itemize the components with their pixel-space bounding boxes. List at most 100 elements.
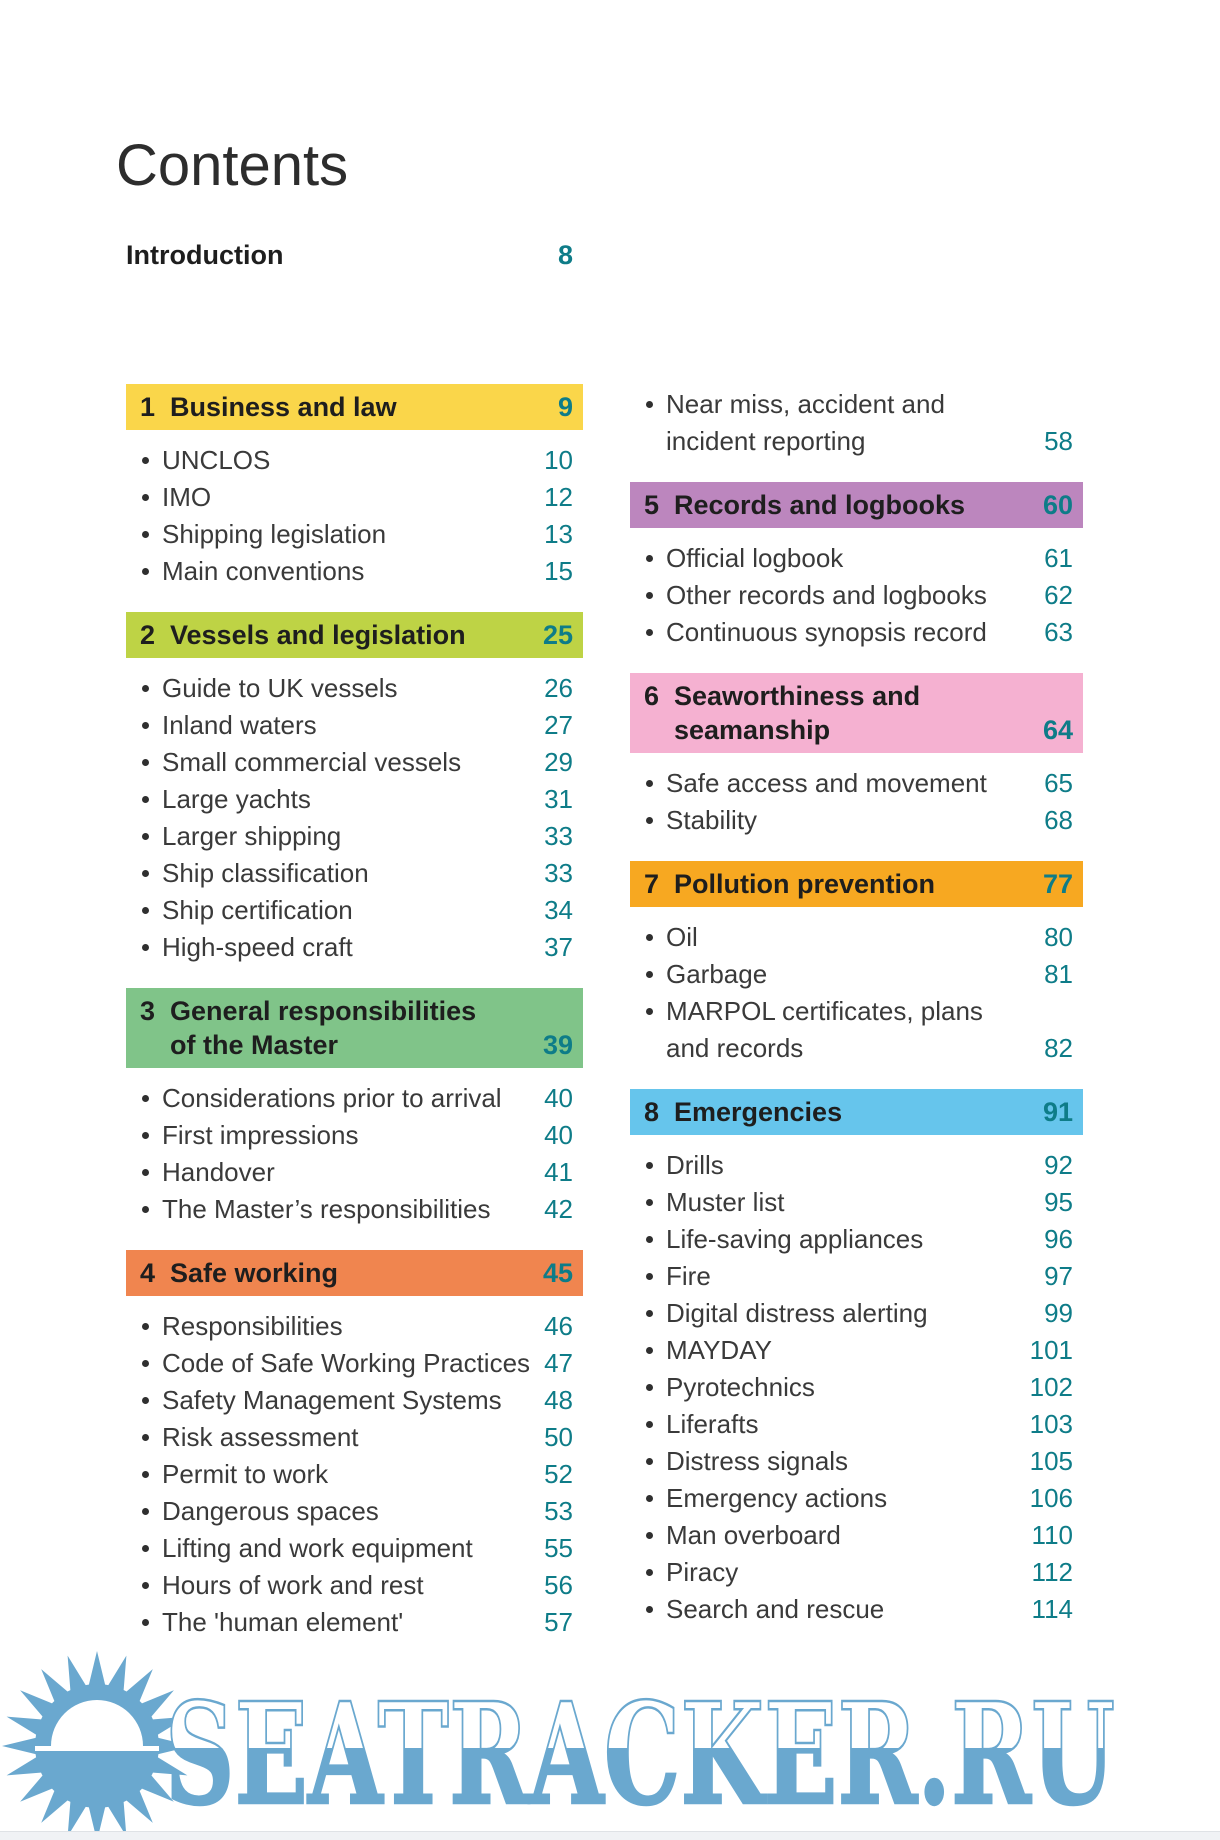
section-page-number: 25 xyxy=(542,619,573,650)
toc-item-page-number: 15 xyxy=(544,555,573,586)
section-items: Near miss, accident and incident reportin… xyxy=(630,386,1083,460)
bullet-icon xyxy=(142,943,149,951)
bullet-icon xyxy=(646,1161,653,1169)
bullet-icon xyxy=(646,1420,653,1428)
toc-item-page-number: 37 xyxy=(544,931,573,962)
toc-item: Main conventions 15 xyxy=(126,553,583,590)
bullet-icon xyxy=(142,1322,149,1330)
toc-item: UNCLOS 10 xyxy=(126,442,583,479)
toc-item-label: Other records and logbooks xyxy=(666,579,987,610)
toc-item-page-number: 57 xyxy=(544,1606,573,1637)
toc-item: Larger shipping 33 xyxy=(126,818,583,855)
toc-item: Fire 97 xyxy=(630,1258,1083,1295)
toc-item: Responsibilities 46 xyxy=(126,1308,583,1345)
bullet-icon xyxy=(142,1131,149,1139)
toc-item-label: Digital distress alerting xyxy=(666,1297,928,1328)
toc-item-label: High-speed craft xyxy=(162,931,353,962)
bullet-icon xyxy=(646,970,653,978)
section-title: General responsibilities of the Master xyxy=(170,995,477,1060)
toc-item-page-number: 101 xyxy=(1029,1334,1073,1365)
toc-item: Drills 92 xyxy=(630,1147,1083,1184)
section-header: 4 Safe working 45 xyxy=(126,1249,583,1296)
section-page-number: 60 xyxy=(1042,489,1073,520)
bullet-icon xyxy=(646,591,653,599)
bullet-icon xyxy=(142,1581,149,1589)
section-title: Seaworthiness and seamanship xyxy=(674,680,921,745)
toc-item-page-number: 41 xyxy=(544,1156,573,1187)
bullet-icon xyxy=(142,1094,149,1102)
toc-item-page-number: 26 xyxy=(544,672,573,703)
toc-item: Risk assessment 50 xyxy=(126,1419,583,1456)
toc-item-label: MARPOL certificates, plans and records xyxy=(666,995,983,1063)
bullet-icon xyxy=(142,721,149,729)
toc-item-label: Dangerous spaces xyxy=(162,1495,379,1526)
toc-item: Pyrotechnics 102 xyxy=(630,1369,1083,1406)
toc-item: Safety Management Systems 48 xyxy=(126,1382,583,1419)
toc-item-label: Liferafts xyxy=(666,1408,759,1439)
toc-item-label: Drills xyxy=(666,1149,724,1180)
bullet-icon xyxy=(142,1544,149,1552)
toc-item: Official logbook 61 xyxy=(630,540,1083,577)
toc-item-page-number: 42 xyxy=(544,1193,573,1224)
section-number: 4 xyxy=(140,1257,156,1288)
bullet-icon xyxy=(142,1205,149,1213)
bullet-icon xyxy=(646,1007,653,1015)
toc-item: Man overboard 110 xyxy=(630,1517,1083,1554)
toc-item-page-number: 102 xyxy=(1029,1371,1073,1402)
toc-item: Near miss, accident and incident reportin… xyxy=(630,386,1083,460)
toc-item: Inland waters 27 xyxy=(126,707,583,744)
section-header: 7 Pollution prevention 77 xyxy=(630,860,1083,907)
bullet-icon xyxy=(142,456,149,464)
toc-item: Oil 80 xyxy=(630,919,1083,956)
section-number: 1 xyxy=(140,391,156,422)
toc-section: 4 Safe working 45 Responsibilities 46 Code of… xyxy=(126,1249,583,1641)
toc-item-page-number: 34 xyxy=(544,894,573,925)
bullet-icon xyxy=(646,1272,653,1280)
toc-item-label: Garbage xyxy=(666,958,768,989)
toc-item-label: Ship certification xyxy=(162,894,353,925)
toc-item: Life-saving appliances 96 xyxy=(630,1221,1083,1258)
section-header: 1 Business and law 9 xyxy=(126,383,583,430)
section-page-number: 91 xyxy=(1042,1096,1073,1127)
bullet-icon xyxy=(142,1618,149,1626)
bullet-icon xyxy=(646,628,653,636)
toc-item-label: Fire xyxy=(666,1260,711,1291)
section-page-number: 39 xyxy=(542,1029,573,1060)
toc-item-page-number: 80 xyxy=(1044,921,1073,952)
bullet-icon xyxy=(646,1198,653,1206)
toc-item-page-number: 53 xyxy=(544,1495,573,1526)
section-title: Business and law xyxy=(170,391,397,422)
toc-item: MAYDAY 101 xyxy=(630,1332,1083,1369)
bullet-icon xyxy=(646,554,653,562)
toc-item-label: First impressions xyxy=(162,1119,359,1150)
toc-item-label: Pyrotechnics xyxy=(666,1371,815,1402)
toc-item: Hours of work and rest 56 xyxy=(126,1567,583,1604)
section-items: Safe access and movement 65 Stability 68 xyxy=(630,765,1083,839)
toc-item: Ship certification 34 xyxy=(126,892,583,929)
bullet-icon xyxy=(142,1396,149,1404)
toc-item-page-number: 105 xyxy=(1029,1445,1073,1476)
toc-item: Dangerous spaces 53 xyxy=(126,1493,583,1530)
toc-item: Safe access and movement 65 xyxy=(630,765,1083,802)
toc-item-label: IMO xyxy=(162,481,212,512)
bullet-icon xyxy=(646,779,653,787)
toc-item-label: Emergency actions xyxy=(666,1482,888,1513)
toc-item-label: Distress signals xyxy=(666,1445,849,1476)
toc-item: Distress signals 105 xyxy=(630,1443,1083,1480)
toc-item-page-number: 62 xyxy=(1044,579,1073,610)
toc-item-label: Code of Safe Working Practices xyxy=(162,1347,531,1378)
toc-item-page-number: 33 xyxy=(544,857,573,888)
toc-item-label: Official logbook xyxy=(666,542,844,573)
bullet-icon xyxy=(646,400,653,408)
toc-item: Handover 41 xyxy=(126,1154,583,1191)
toc-item-page-number: 103 xyxy=(1029,1408,1073,1439)
toc-item-page-number: 47 xyxy=(544,1347,573,1378)
toc-item-label: Main conventions xyxy=(162,555,365,586)
toc-item-label: Guide to UK vessels xyxy=(162,672,398,703)
bullet-icon xyxy=(142,869,149,877)
page-title: Contents xyxy=(116,133,349,198)
toc-item-page-number: 82 xyxy=(1044,1032,1073,1063)
bullet-icon xyxy=(646,1346,653,1354)
toc-item: Muster list 95 xyxy=(630,1184,1083,1221)
